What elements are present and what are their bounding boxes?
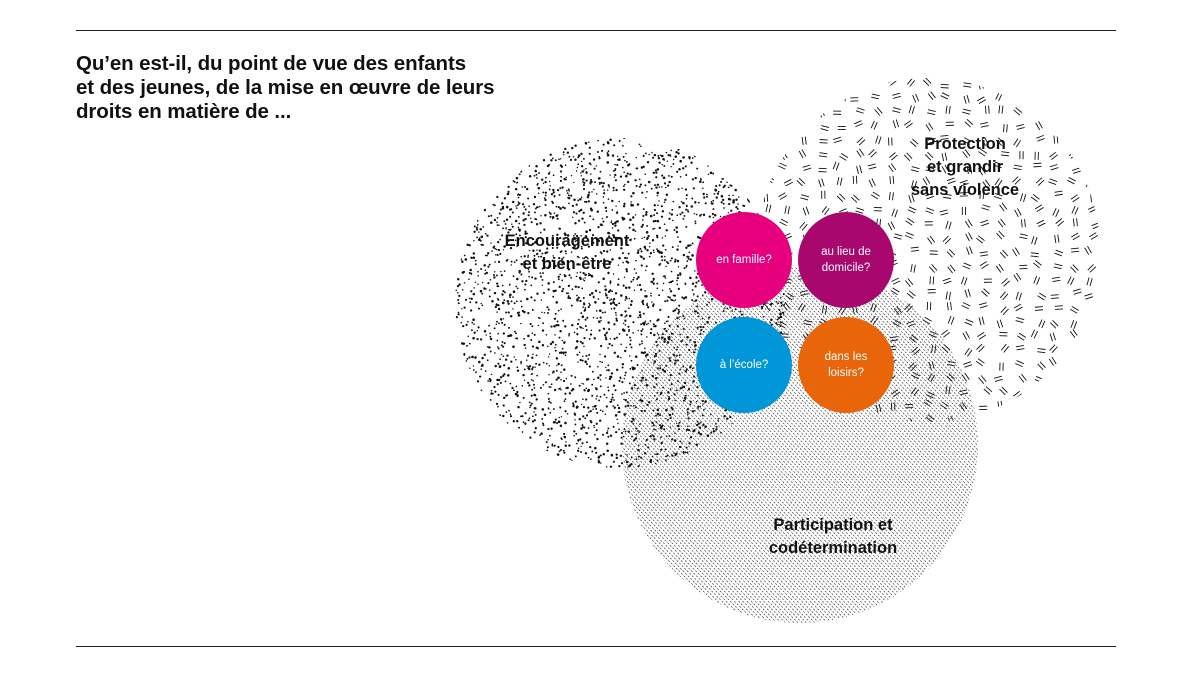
context-label: à l’école? <box>719 359 769 371</box>
title-line: droits en matière de ... <box>76 100 292 123</box>
area-label-line: Participation et <box>773 516 893 534</box>
participation-label: Participation et codétermination <box>748 514 918 560</box>
context-label: au lieu de <box>821 246 871 258</box>
area-label-line: Encouragement <box>504 232 630 250</box>
context-label: dans les <box>824 351 868 363</box>
encouragement-label: Encouragement et bien-être <box>487 230 647 276</box>
context-school-circle: à l’école? <box>696 317 792 413</box>
page-title: Qu’en est-il, du point de vue des enfant… <box>76 52 596 124</box>
context-home-circle: au lieu de domicile? <box>798 212 894 308</box>
bottom-rule <box>76 646 1116 647</box>
context-label: loisirs? <box>828 367 864 379</box>
top-rule <box>76 30 1116 31</box>
context-label: en famille? <box>716 254 772 266</box>
context-label: domicile? <box>821 262 871 274</box>
area-label-line: et grandir <box>926 158 1004 176</box>
protection-area <box>756 78 1100 422</box>
area-label-line: codétermination <box>768 539 898 557</box>
context-family-circle: en famille? <box>696 212 792 308</box>
area-label-line: Protection <box>924 135 1006 153</box>
title-line: et des jeunes, de la mise en œuvre de le… <box>76 76 495 99</box>
title-line: Qu’en est-il, du point de vue des enfant… <box>76 52 467 75</box>
participation-area <box>622 267 978 623</box>
context-leisure-circle: dans les loisirs? <box>798 317 894 413</box>
protection-label: Protection et grandir sans violence <box>895 133 1035 202</box>
area-label-line: et bien-être <box>522 255 612 273</box>
area-label-line: sans violence <box>910 181 1020 199</box>
